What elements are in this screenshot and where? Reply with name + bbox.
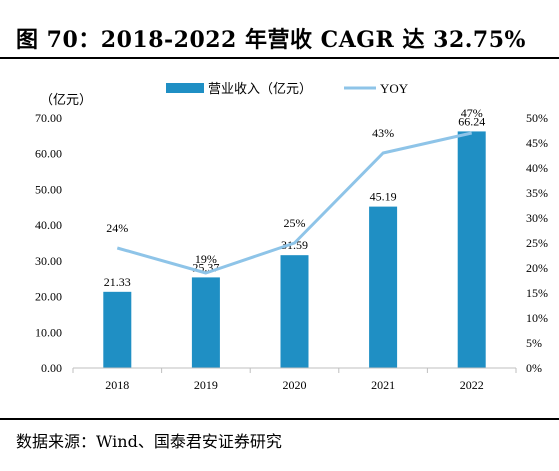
x-tick-label: 2018 bbox=[105, 378, 129, 392]
chart-legend: 营业收入（亿元） YOY bbox=[166, 81, 409, 96]
revenue-bar-label: 21.33 bbox=[104, 275, 131, 289]
left-tick-label: 60.00 bbox=[35, 147, 62, 161]
right-tick-label: 50% bbox=[526, 111, 548, 125]
yoy-point-label: 24% bbox=[106, 221, 128, 235]
revenue-bar bbox=[457, 131, 486, 368]
revenue-yoy-chart: 营业收入（亿元） YOY （亿元） 0.00 10.00 20.00 30.00 40.0… bbox=[35, 81, 548, 392]
figure-title: 图 70：2018-2022 年营收 CAGR 达 32.75% bbox=[16, 27, 526, 53]
revenue-bar-label: 45.19 bbox=[370, 190, 397, 204]
x-tick-label: 2019 bbox=[194, 378, 218, 392]
revenue-bar bbox=[369, 206, 398, 368]
left-tick-label: 0.00 bbox=[41, 361, 62, 375]
x-tick-label: 2020 bbox=[283, 378, 307, 392]
right-tick-label: 45% bbox=[526, 136, 548, 150]
yoy-point-labels: 24% 19% 25% 43% 47% bbox=[106, 106, 482, 266]
right-tick-label: 5% bbox=[526, 336, 542, 350]
yoy-point-label: 43% bbox=[372, 126, 394, 140]
title-divider bbox=[0, 57, 559, 59]
legend-label-revenue: 营业收入（亿元） bbox=[208, 81, 312, 96]
x-axis-ticks: 2018 2019 2020 2021 2022 bbox=[72, 368, 517, 392]
right-tick-label: 35% bbox=[526, 186, 548, 200]
right-tick-label: 30% bbox=[526, 211, 548, 225]
right-axis-ticks: 0% 5% 10% 15% 20% 25% 30% 35% 40% 45% 50% bbox=[526, 111, 548, 375]
x-tick-label: 2021 bbox=[371, 378, 395, 392]
legend-swatch-revenue bbox=[166, 83, 204, 93]
left-tick-label: 70.00 bbox=[35, 111, 62, 125]
right-tick-label: 40% bbox=[526, 161, 548, 175]
yoy-point-label: 47% bbox=[461, 106, 483, 120]
left-axis-ticks: 0.00 10.00 20.00 30.00 40.00 50.00 60.00 70.00 bbox=[35, 111, 62, 375]
footer-divider bbox=[0, 418, 559, 420]
data-source-note: 数据来源：Wind、国泰君安证券研究 bbox=[16, 432, 282, 451]
y-axis-unit-label: （亿元） bbox=[40, 92, 92, 107]
yoy-line bbox=[116, 131, 473, 275]
x-tick-label: 2022 bbox=[460, 378, 484, 392]
revenue-bar-label: 66.24 bbox=[458, 114, 485, 128]
revenue-bar bbox=[280, 255, 309, 368]
left-tick-label: 40.00 bbox=[35, 218, 62, 232]
right-tick-label: 20% bbox=[526, 261, 548, 275]
revenue-bar-label: 31.59 bbox=[281, 238, 308, 252]
revenue-bars bbox=[103, 131, 486, 368]
right-tick-label: 15% bbox=[526, 286, 548, 300]
left-tick-label: 20.00 bbox=[35, 290, 62, 304]
right-tick-label: 0% bbox=[526, 361, 542, 375]
revenue-bar bbox=[191, 277, 220, 368]
left-tick-label: 30.00 bbox=[35, 254, 62, 268]
yoy-point-label: 25% bbox=[284, 216, 306, 230]
left-tick-label: 10.00 bbox=[35, 325, 62, 339]
revenue-bar bbox=[103, 291, 132, 368]
right-tick-label: 25% bbox=[526, 236, 548, 250]
legend-label-yoy: YOY bbox=[380, 81, 409, 96]
right-tick-label: 10% bbox=[526, 311, 548, 325]
left-tick-label: 50.00 bbox=[35, 182, 62, 196]
yoy-point-label: 19% bbox=[195, 252, 217, 266]
